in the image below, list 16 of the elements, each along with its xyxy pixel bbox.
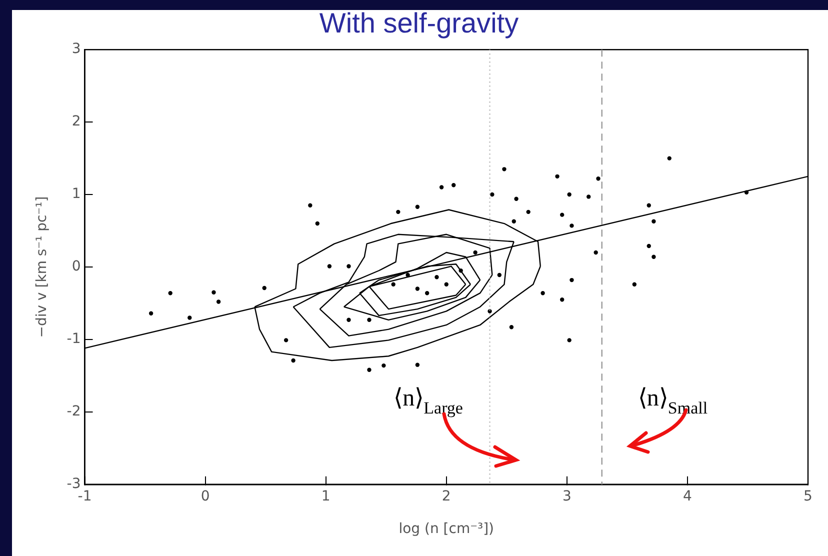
x-tick-label: 0 <box>200 488 210 504</box>
y-tick-label: 3 <box>72 41 81 58</box>
x-axis-title: log (n [cm⁻³]) <box>398 521 494 538</box>
y-tick-label: 2 <box>72 114 81 130</box>
chart-title: With self-gravity <box>319 8 519 39</box>
y-axis-title: −div v [km s⁻¹ pc⁻¹] <box>34 196 50 338</box>
x-tick-label: 5 <box>804 488 812 504</box>
y-tick-label: -1 <box>66 331 81 348</box>
x-tick-label: 3 <box>562 488 572 504</box>
x-tick-label: 2 <box>442 488 451 504</box>
y-tick-label: -3 <box>66 476 81 492</box>
y-tick-label: 1 <box>72 186 81 202</box>
x-tick-label: 1 <box>321 488 330 504</box>
y-tick-label: 0 <box>72 258 81 275</box>
x-tick-label: 4 <box>683 488 692 504</box>
y-tick-label: -2 <box>66 404 81 420</box>
